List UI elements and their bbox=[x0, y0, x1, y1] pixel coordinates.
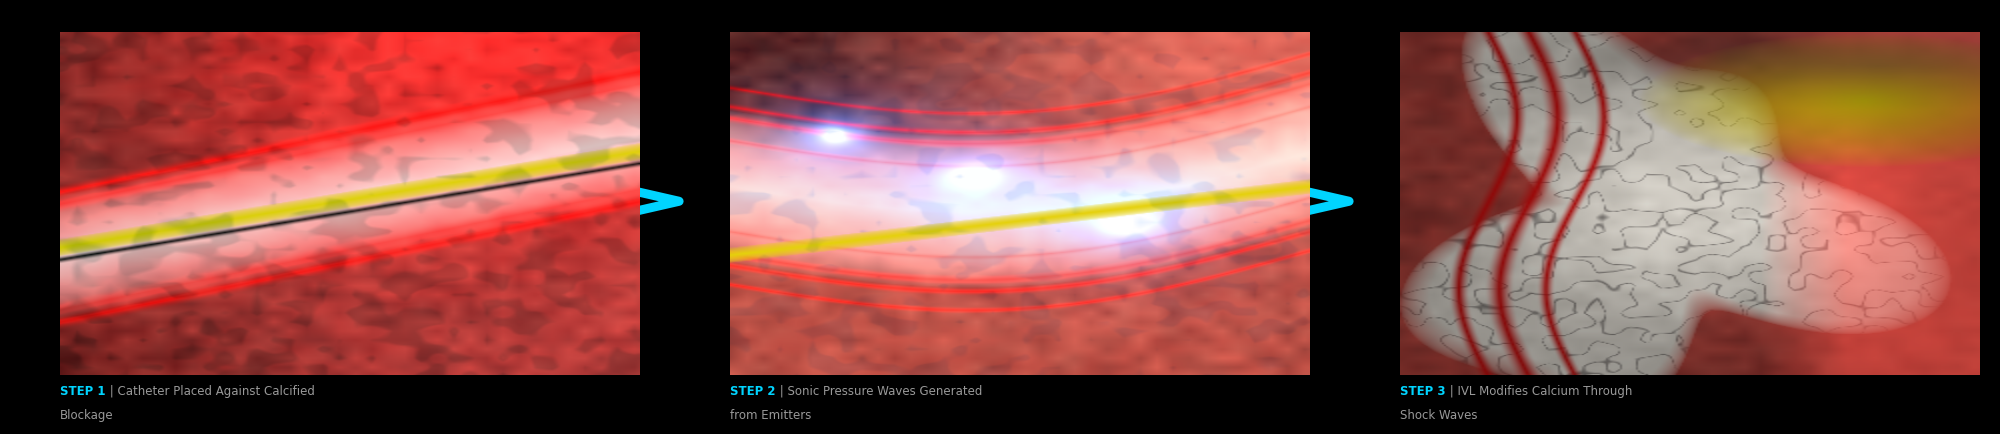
Text: | IVL Modifies Calcium Through: | IVL Modifies Calcium Through bbox=[1446, 384, 1632, 397]
Text: | Catheter Placed Against Calcified: | Catheter Placed Against Calcified bbox=[106, 384, 314, 397]
Text: STEP 3: STEP 3 bbox=[1400, 384, 1446, 397]
Text: STEP 1: STEP 1 bbox=[60, 384, 106, 397]
Text: STEP 2: STEP 2 bbox=[730, 384, 776, 397]
Text: from Emitters: from Emitters bbox=[730, 408, 812, 421]
Text: | Sonic Pressure Waves Generated: | Sonic Pressure Waves Generated bbox=[776, 384, 982, 397]
Text: Shock Waves: Shock Waves bbox=[1400, 408, 1478, 421]
Text: Blockage: Blockage bbox=[60, 408, 114, 421]
